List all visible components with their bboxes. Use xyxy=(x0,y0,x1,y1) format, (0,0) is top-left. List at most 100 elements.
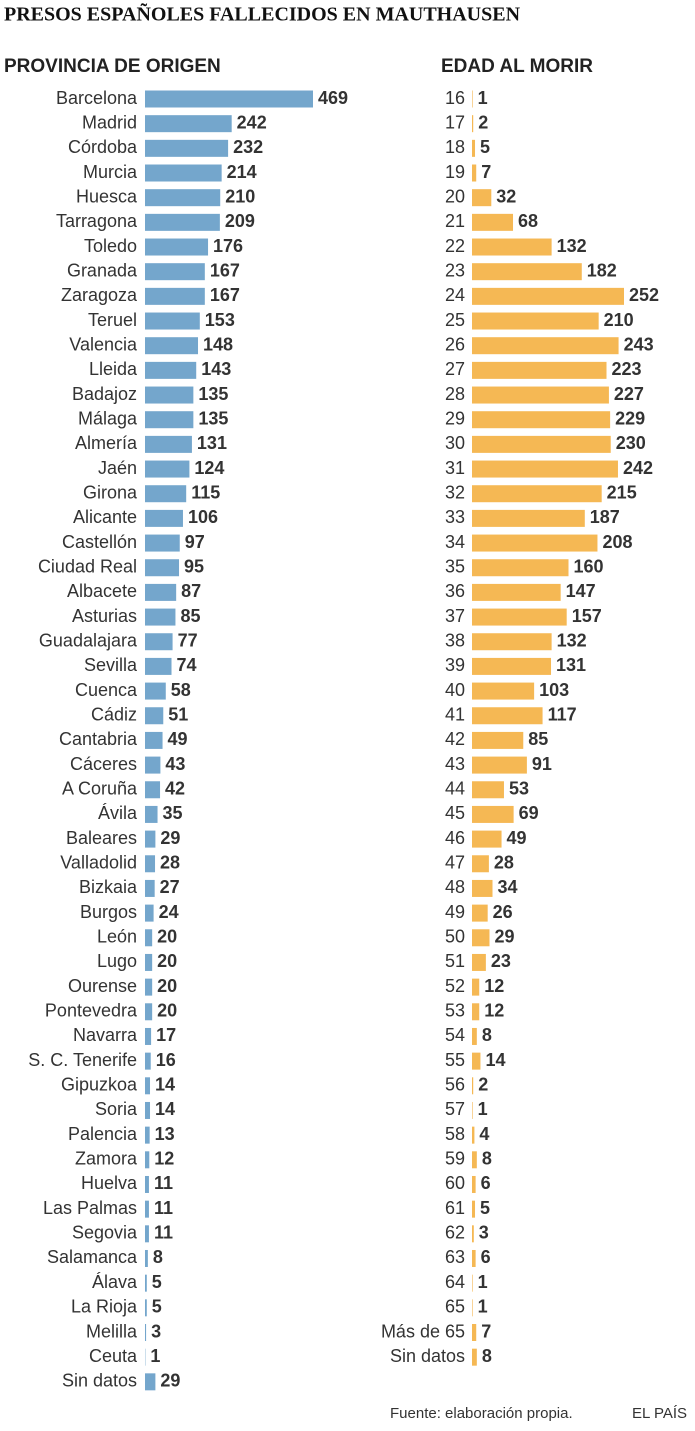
bar xyxy=(472,239,552,256)
value-label: 131 xyxy=(197,433,227,453)
bar xyxy=(145,880,155,897)
category-label: Albacete xyxy=(67,581,137,601)
value-label: 58 xyxy=(171,680,191,700)
category-label: Gipuzkoa xyxy=(61,1075,138,1095)
category-label: Más de 65 xyxy=(381,1321,465,1341)
bar xyxy=(145,1053,151,1070)
value-label: 69 xyxy=(519,803,539,823)
page-title: PRESOS ESPAÑOLES FALLECIDOS EN MAUTHAUSE… xyxy=(4,3,521,26)
bar xyxy=(472,1201,475,1218)
category-label: 54 xyxy=(445,1025,465,1045)
bar xyxy=(145,337,198,354)
bar xyxy=(145,1077,150,1094)
category-label: Jaén xyxy=(98,458,137,478)
value-label: 469 xyxy=(318,88,348,108)
value-label: 28 xyxy=(160,853,180,873)
bar xyxy=(472,165,476,182)
bar xyxy=(145,954,152,971)
value-label: 17 xyxy=(156,1025,176,1045)
bar xyxy=(145,559,179,576)
category-label: Melilla xyxy=(86,1321,138,1341)
value-label: 2 xyxy=(478,1075,488,1095)
bar xyxy=(145,1275,147,1292)
category-label: Ourense xyxy=(68,976,137,996)
category-label: Murcia xyxy=(83,162,138,182)
bar xyxy=(145,1299,147,1316)
value-label: 20 xyxy=(157,1001,177,1021)
value-label: 12 xyxy=(484,976,504,996)
bar xyxy=(472,1028,477,1045)
category-label: 63 xyxy=(445,1247,465,1267)
bar xyxy=(145,115,232,132)
bar xyxy=(472,214,513,231)
bar xyxy=(472,954,486,971)
category-label: Navarra xyxy=(73,1025,138,1045)
category-label: Ceuta xyxy=(89,1346,138,1366)
category-label: Las Palmas xyxy=(43,1198,137,1218)
bar xyxy=(472,337,619,354)
bar xyxy=(145,757,160,774)
category-label: 56 xyxy=(445,1075,465,1095)
category-label: Cáceres xyxy=(70,754,137,774)
bar xyxy=(145,1373,155,1390)
bar xyxy=(472,584,561,601)
category-label: 30 xyxy=(445,433,465,453)
bar xyxy=(472,1324,476,1341)
value-label: 242 xyxy=(623,458,653,478)
value-label: 208 xyxy=(602,532,632,552)
value-label: 12 xyxy=(484,1001,504,1021)
category-label: Alicante xyxy=(73,507,137,527)
bar xyxy=(145,263,205,280)
value-label: 243 xyxy=(624,334,654,354)
value-label: 1 xyxy=(478,1272,488,1292)
bar xyxy=(472,683,534,700)
value-label: 214 xyxy=(227,162,257,182)
bar xyxy=(472,1151,477,1168)
bar xyxy=(145,189,220,206)
category-label: Asturias xyxy=(72,606,137,626)
category-label: Burgos xyxy=(80,902,137,922)
value-label: 11 xyxy=(154,1173,173,1193)
bar xyxy=(145,1324,146,1341)
value-label: 14 xyxy=(155,1099,175,1119)
bar xyxy=(145,683,166,700)
category-label: Valladolid xyxy=(60,853,137,873)
value-label: 1 xyxy=(150,1346,160,1366)
value-label: 3 xyxy=(151,1321,161,1341)
value-label: 32 xyxy=(496,186,516,206)
category-label: Baleares xyxy=(66,828,137,848)
bar xyxy=(145,707,163,724)
value-label: 230 xyxy=(616,433,646,453)
value-label: 3 xyxy=(479,1223,489,1243)
category-label: Cádiz xyxy=(91,705,137,725)
bar xyxy=(472,781,504,798)
bar xyxy=(145,239,208,256)
category-label: Valencia xyxy=(69,334,138,354)
value-label: 8 xyxy=(482,1346,492,1366)
value-label: 7 xyxy=(481,162,491,182)
bar xyxy=(472,1053,480,1070)
category-label: Teruel xyxy=(88,310,137,330)
category-label: Lugo xyxy=(97,951,137,971)
bar xyxy=(472,979,479,996)
value-label: 182 xyxy=(587,260,617,280)
category-label: Cuenca xyxy=(75,680,138,700)
bar xyxy=(472,91,473,108)
category-label: 27 xyxy=(445,359,465,379)
value-label: 77 xyxy=(178,630,198,650)
category-label: 42 xyxy=(445,729,465,749)
value-label: 42 xyxy=(165,779,185,799)
value-label: 35 xyxy=(163,803,183,823)
value-label: 167 xyxy=(210,285,240,305)
value-label: 5 xyxy=(152,1272,162,1292)
value-label: 29 xyxy=(160,1371,180,1391)
bar xyxy=(145,387,193,404)
category-label: 39 xyxy=(445,655,465,675)
value-label: 14 xyxy=(485,1050,505,1070)
value-label: 232 xyxy=(233,137,263,157)
value-label: 227 xyxy=(614,384,644,404)
bar xyxy=(145,288,205,305)
value-label: 97 xyxy=(185,532,205,552)
category-label: Madrid xyxy=(82,112,137,132)
